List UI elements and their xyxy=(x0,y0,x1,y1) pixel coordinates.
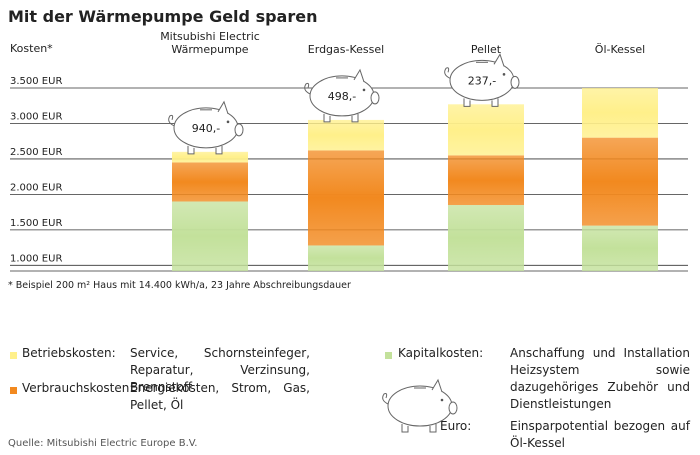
legend-swatch xyxy=(10,387,17,394)
piggy: 237,- xyxy=(444,53,520,107)
y-tick-label: 1.500 EUR xyxy=(10,218,62,229)
piggy: 498,- xyxy=(304,68,380,123)
pig-leg xyxy=(187,145,223,155)
data-label: 940,- xyxy=(192,122,220,135)
legend-description: Anschaffung und Installation Heizsystem … xyxy=(510,346,690,411)
pig-snout xyxy=(448,401,458,415)
y-axis-label: Kosten* xyxy=(10,42,53,55)
y-tick-label: 3.000 EUR xyxy=(10,111,62,122)
data-label: 237,- xyxy=(468,74,496,87)
bar-segment xyxy=(308,245,384,271)
pig-snout xyxy=(234,123,244,137)
pig-snout xyxy=(370,91,380,105)
y-tick-label: 3.500 EUR xyxy=(10,76,62,87)
pig-ear xyxy=(353,68,365,83)
legend-label: Euro: xyxy=(440,419,472,433)
legend-description: Energiekosten, Strom, Gas, Pellet, Öl xyxy=(130,381,310,412)
footnote: * Beispiel 200 m² Haus mit 14.400 kWh/a,… xyxy=(8,280,351,291)
legend-swatch xyxy=(385,352,392,359)
source: Quelle: Mitsubishi Electric Europe B.V. xyxy=(8,438,197,449)
pig-tail xyxy=(382,393,389,405)
bar-segment xyxy=(172,151,248,163)
pig-eye xyxy=(362,88,366,92)
pig-tail xyxy=(444,67,451,79)
bar-segment xyxy=(172,201,248,271)
x-tick-label: Öl-Kessel xyxy=(594,43,646,56)
pig-snout xyxy=(510,75,520,89)
bar-segment xyxy=(308,119,384,151)
pig-eye xyxy=(440,398,444,402)
y-tick-label: 1.000 EUR xyxy=(10,253,62,264)
bar-segment xyxy=(448,104,524,156)
pig-eye xyxy=(226,120,230,124)
bar-segment xyxy=(582,88,658,138)
pig-tail xyxy=(304,82,311,95)
pig-tail xyxy=(168,114,175,127)
piggy: 940,- xyxy=(168,100,244,155)
bar-segment xyxy=(308,150,384,246)
pig-eye xyxy=(502,73,506,76)
pig-leg xyxy=(401,424,437,433)
legend-piggy xyxy=(382,378,458,433)
bar-segment xyxy=(582,137,658,226)
bar-segment xyxy=(172,162,248,202)
pig-leg xyxy=(463,98,499,107)
chart-title: Mit der Wärmepumpe Geld sparen xyxy=(8,7,317,26)
legend-description: Einsparpotential bezogen auf Öl-Kessel xyxy=(510,419,690,450)
legend-label: Betriebskosten: xyxy=(22,346,116,360)
x-tick-label: Erdgas-Kessel xyxy=(307,43,385,56)
legend-label: Kapitalkosten: xyxy=(398,346,484,360)
legend-description: Service, Schornsteinfeger, Reparatur, Ve… xyxy=(130,346,310,394)
data-label: 498,- xyxy=(328,90,356,103)
x-tick-label: Mitsubishi Electric Wärmepumpe xyxy=(160,30,260,56)
y-tick-label: 2.000 EUR xyxy=(10,182,62,193)
bar-segment xyxy=(448,205,524,271)
pig-ear xyxy=(493,53,505,67)
bar-segment xyxy=(448,155,524,206)
legend-label: Verbrauchskosten: xyxy=(22,381,134,395)
y-tick-label: 2.500 EUR xyxy=(10,147,62,158)
pig-ear xyxy=(217,100,229,114)
x-tick-label: Pellet xyxy=(470,43,502,56)
pig-leg xyxy=(323,113,359,123)
pig-ear xyxy=(431,378,443,393)
bar-segment xyxy=(582,225,658,271)
legend-swatch xyxy=(10,352,17,359)
